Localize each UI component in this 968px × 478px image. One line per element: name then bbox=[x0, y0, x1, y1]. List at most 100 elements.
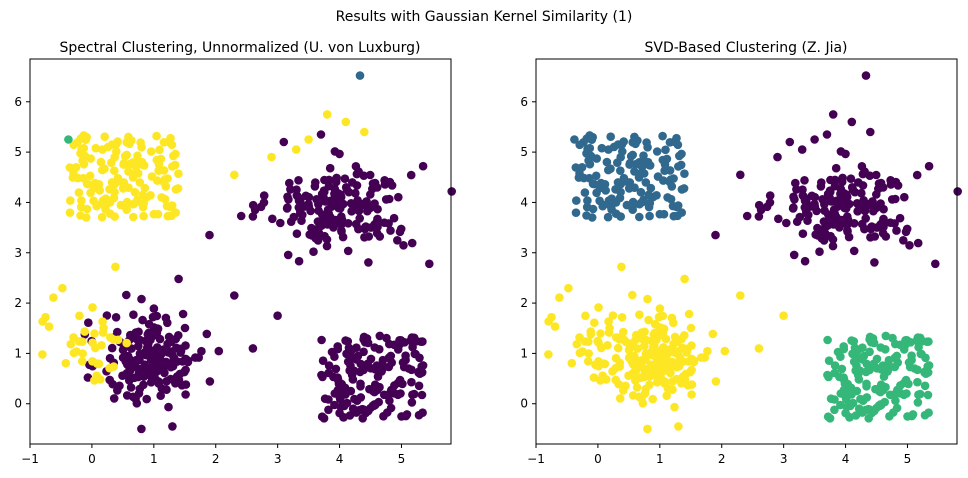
data-point bbox=[384, 390, 394, 400]
data-point bbox=[890, 362, 900, 372]
x-tick-label: 4 bbox=[842, 452, 850, 466]
data-point bbox=[628, 205, 637, 214]
data-point bbox=[155, 145, 164, 155]
data-point bbox=[74, 188, 84, 197]
data-point bbox=[311, 234, 321, 243]
data-point bbox=[312, 195, 321, 204]
data-point bbox=[628, 290, 637, 300]
data-point bbox=[711, 230, 720, 240]
data-point bbox=[831, 196, 841, 206]
data-point bbox=[375, 345, 384, 354]
data-point bbox=[141, 350, 150, 359]
data-point bbox=[58, 283, 67, 293]
data-point bbox=[675, 151, 684, 161]
data-point bbox=[670, 402, 679, 412]
data-point bbox=[575, 333, 584, 342]
data-point bbox=[634, 392, 644, 402]
y-tick-label: 4 bbox=[14, 195, 22, 209]
data-point bbox=[846, 174, 856, 183]
data-point bbox=[360, 127, 369, 137]
data-point bbox=[94, 359, 104, 369]
data-point bbox=[754, 200, 764, 210]
data-point bbox=[879, 214, 888, 224]
data-point bbox=[343, 219, 353, 228]
data-point bbox=[352, 181, 362, 190]
data-point bbox=[322, 235, 332, 244]
data-point bbox=[364, 406, 373, 416]
left-panel-ticks: −1 0 1 2 3 4 5 0 1 2 3 4 5 6 bbox=[14, 95, 405, 466]
data-point bbox=[902, 224, 912, 234]
data-point bbox=[849, 337, 859, 346]
data-point bbox=[596, 178, 606, 188]
data-point bbox=[385, 177, 395, 187]
data-point bbox=[687, 390, 696, 399]
data-point bbox=[644, 202, 654, 212]
data-point bbox=[668, 377, 677, 386]
data-point bbox=[149, 346, 159, 355]
data-point bbox=[370, 365, 380, 374]
data-point bbox=[700, 353, 709, 362]
data-point bbox=[870, 406, 879, 416]
data-point bbox=[142, 192, 152, 202]
data-point bbox=[857, 188, 866, 198]
data-point bbox=[100, 164, 109, 173]
x-tick-label: 1 bbox=[150, 452, 158, 466]
data-point bbox=[655, 304, 665, 313]
data-point bbox=[129, 310, 138, 320]
data-point bbox=[582, 211, 591, 220]
data-point bbox=[571, 208, 581, 217]
data-point bbox=[358, 414, 368, 423]
data-point bbox=[407, 365, 416, 375]
data-point bbox=[115, 381, 124, 391]
data-point bbox=[654, 312, 664, 322]
data-point bbox=[386, 226, 395, 235]
data-point bbox=[826, 175, 835, 185]
data-point bbox=[631, 159, 641, 169]
data-point bbox=[854, 404, 864, 414]
data-point bbox=[256, 202, 266, 212]
data-point bbox=[858, 169, 868, 179]
data-point bbox=[129, 199, 138, 209]
data-point bbox=[871, 170, 881, 180]
y-tick-label: 6 bbox=[520, 95, 528, 109]
data-point bbox=[899, 390, 909, 400]
data-point bbox=[892, 351, 902, 361]
data-point bbox=[824, 356, 834, 366]
data-point bbox=[267, 152, 276, 162]
data-point bbox=[594, 357, 603, 366]
data-point bbox=[611, 353, 621, 363]
data-point bbox=[789, 250, 799, 260]
x-tick-label: 5 bbox=[904, 452, 912, 466]
data-point bbox=[343, 246, 353, 256]
data-point bbox=[324, 395, 333, 404]
data-point bbox=[884, 355, 894, 365]
data-point bbox=[830, 395, 839, 404]
data-point bbox=[602, 157, 612, 167]
data-point bbox=[583, 357, 593, 366]
data-point bbox=[632, 366, 641, 375]
y-tick-label: 5 bbox=[520, 145, 528, 159]
data-point bbox=[625, 178, 635, 187]
data-point bbox=[341, 117, 351, 127]
x-tick-label: −1 bbox=[21, 452, 39, 466]
data-point bbox=[872, 354, 882, 364]
data-point bbox=[111, 140, 121, 149]
data-point bbox=[654, 327, 663, 337]
data-point bbox=[88, 357, 97, 366]
data-point bbox=[681, 344, 691, 354]
data-point bbox=[597, 343, 606, 353]
data-point bbox=[555, 293, 564, 302]
data-point bbox=[154, 377, 164, 387]
data-point bbox=[668, 385, 677, 395]
data-point bbox=[890, 219, 899, 228]
data-point bbox=[330, 147, 340, 156]
data-point bbox=[810, 135, 819, 144]
data-point bbox=[643, 424, 652, 434]
data-point bbox=[324, 181, 334, 191]
data-point bbox=[550, 322, 560, 331]
data-point bbox=[861, 214, 870, 223]
data-point bbox=[139, 372, 149, 381]
data-point bbox=[355, 71, 365, 80]
data-point bbox=[294, 196, 304, 205]
data-point bbox=[407, 238, 417, 248]
